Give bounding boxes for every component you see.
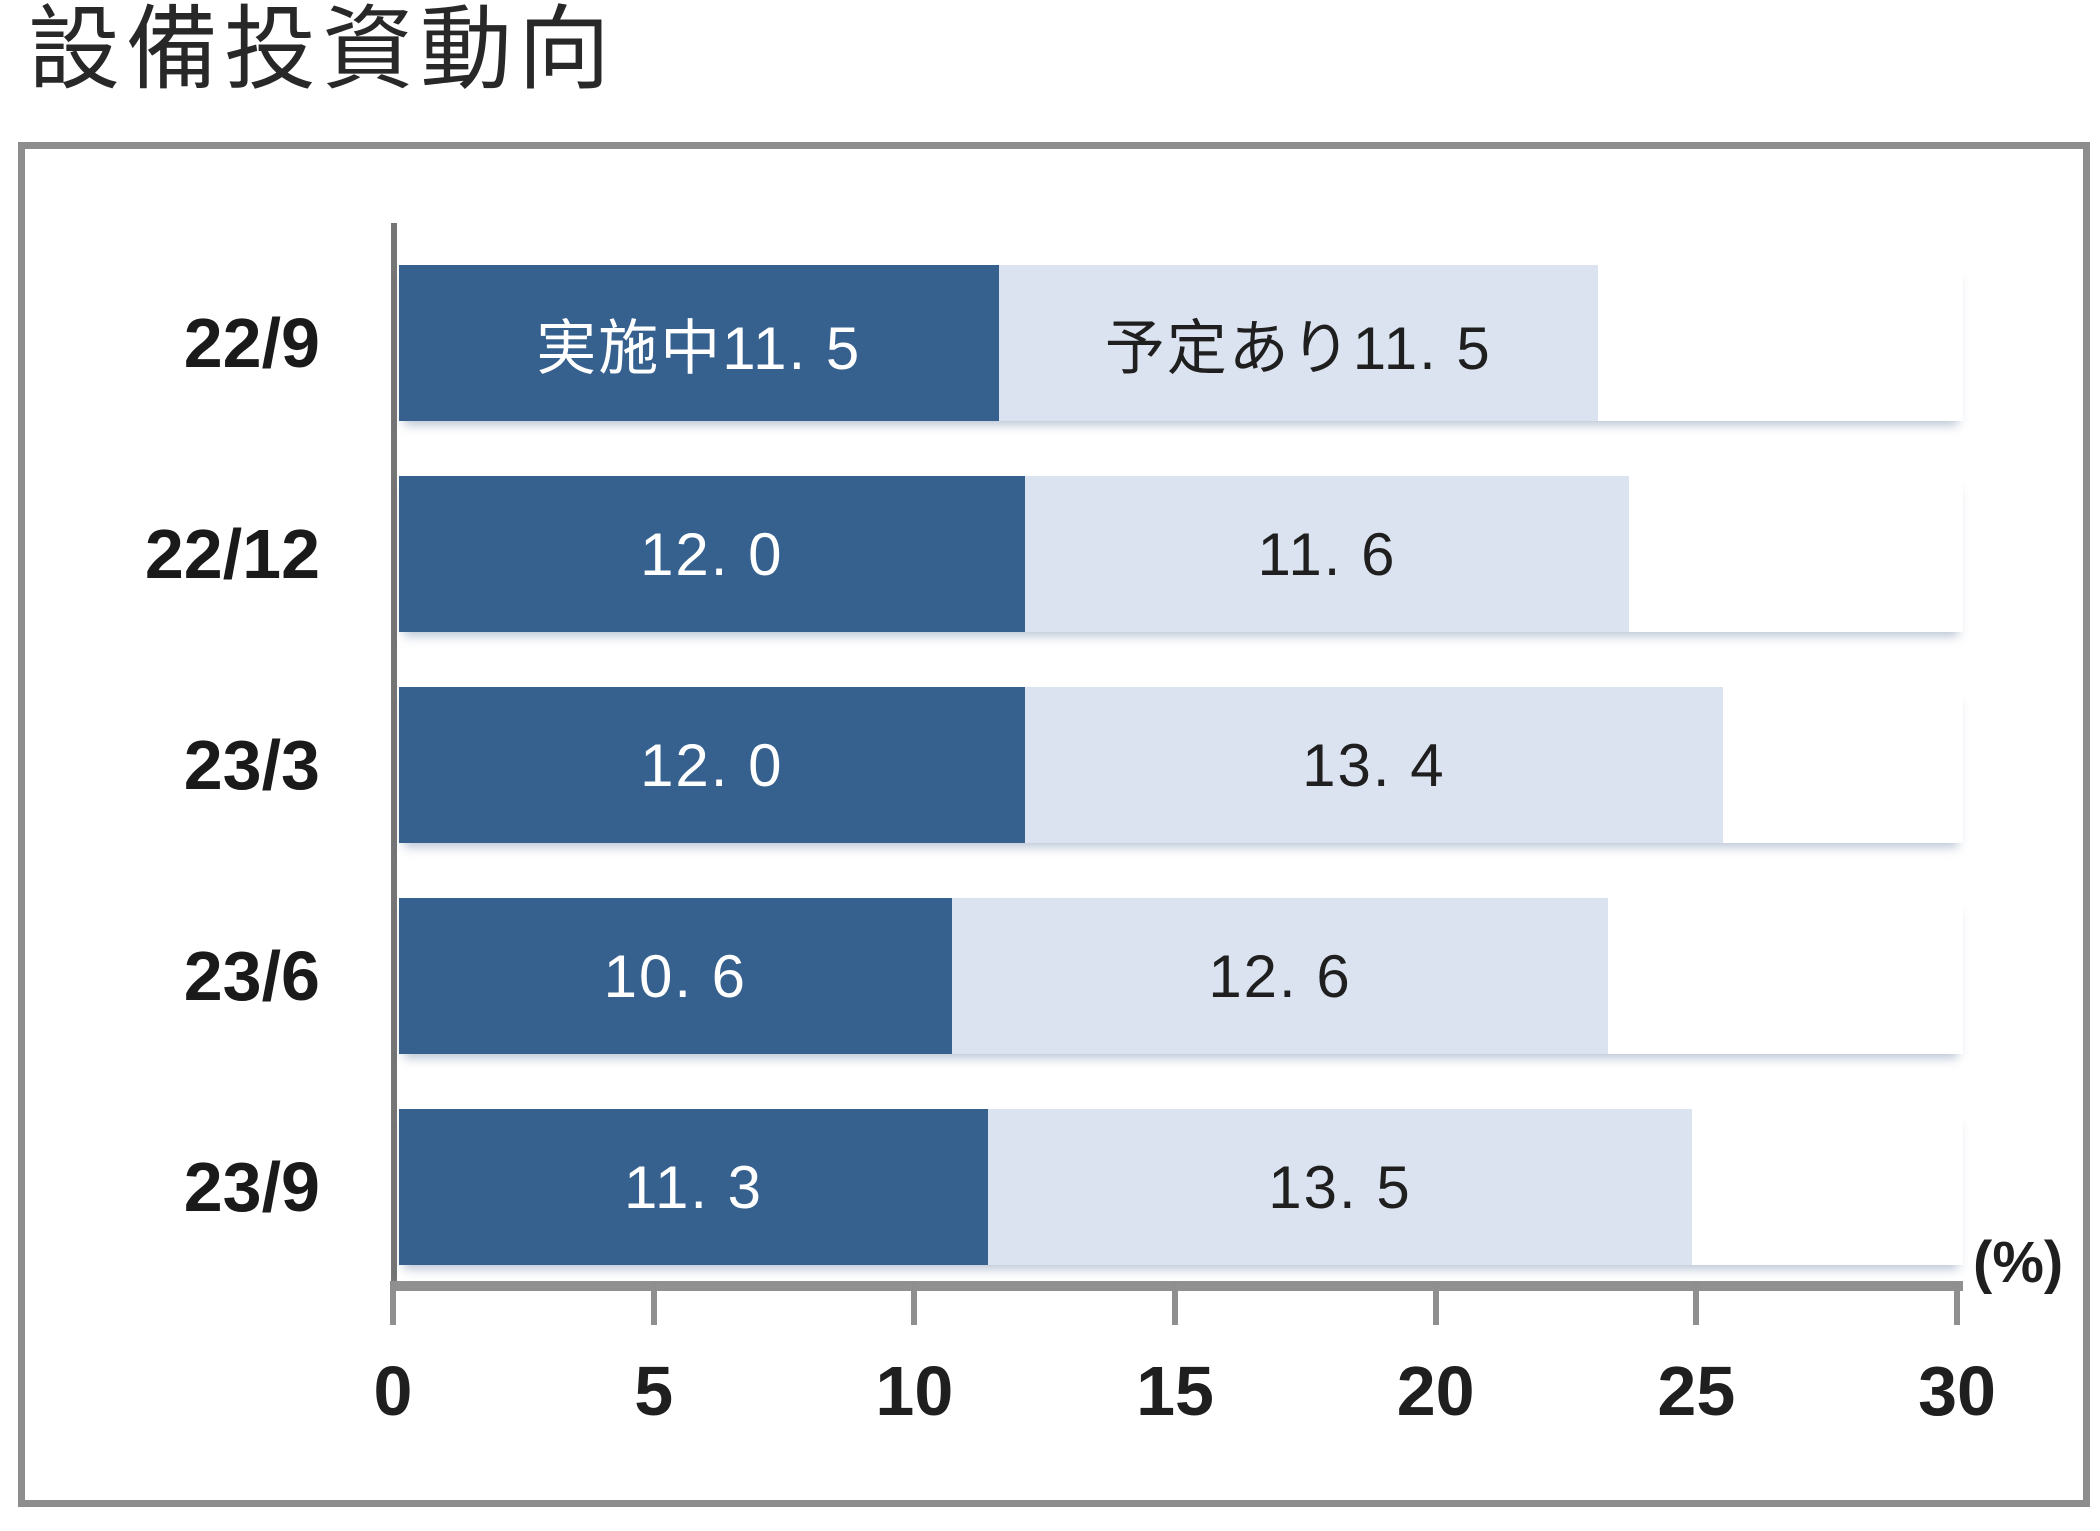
x-tick-mark (390, 1281, 396, 1325)
bar-row: 12. 0 11. 6 (399, 476, 1963, 632)
bar-row: 12. 0 13. 4 (399, 687, 1963, 843)
bar-segment-planned: 13. 5 (988, 1109, 1692, 1265)
category-label: 22/9 (183, 304, 320, 382)
x-tick-mark (911, 1281, 918, 1325)
bar-segment-in-progress: 11. 3 (399, 1109, 989, 1265)
chart-frame: (%) 22/9 実施中11. 5 予定あり11. 5 22/12 12. 0 11. 6… (18, 142, 2090, 1507)
category-label: 22/12 (144, 515, 320, 593)
bar-row: 11. 3 13. 5 (399, 1109, 1963, 1265)
x-tick-label: 30 (1918, 1352, 1996, 1430)
bar-segment-planned: 12. 6 (951, 898, 1609, 1054)
category-label: 23/3 (183, 726, 320, 804)
x-tick-label: 25 (1657, 1352, 1736, 1430)
bar-segment-planned: 11. 6 (1024, 476, 1630, 632)
bar-segment-planned: 予定あり11. 5 (998, 265, 1599, 421)
bar-row: 10. 6 12. 6 (399, 898, 1963, 1054)
chart-title: 設備投資動向 (28, 0, 617, 101)
bar-segment-in-progress: 実施中11. 5 (399, 265, 999, 421)
category-label: 23/9 (183, 1148, 320, 1226)
x-tick-label: 20 (1396, 1352, 1475, 1430)
x-tick-mark (1954, 1281, 1960, 1325)
plot-area: (%) 22/9 実施中11. 5 予定あり11. 5 22/12 12. 0 11. 6… (25, 149, 2083, 1500)
x-tick-mark (650, 1281, 657, 1325)
bar-segment-in-progress: 10. 6 (399, 898, 952, 1054)
x-tick-label: 15 (1136, 1352, 1214, 1430)
bar-segment-in-progress: 12. 0 (399, 476, 1025, 632)
x-tick-mark (1693, 1281, 1700, 1325)
x-tick-label: 10 (875, 1352, 954, 1430)
x-tick-mark (1432, 1281, 1439, 1325)
y-axis-line (391, 223, 397, 1290)
category-label: 23/6 (183, 937, 320, 1015)
x-tick-label: 0 (373, 1352, 413, 1430)
bar-segment-in-progress: 12. 0 (399, 687, 1025, 843)
bar-row: 実施中11. 5 予定あり11. 5 (399, 265, 1963, 421)
x-tick-label: 5 (634, 1352, 674, 1430)
x-axis-unit-label: (%) (1973, 1230, 2064, 1295)
x-tick-mark (1172, 1281, 1178, 1325)
bar-segment-planned: 13. 4 (1024, 687, 1724, 843)
